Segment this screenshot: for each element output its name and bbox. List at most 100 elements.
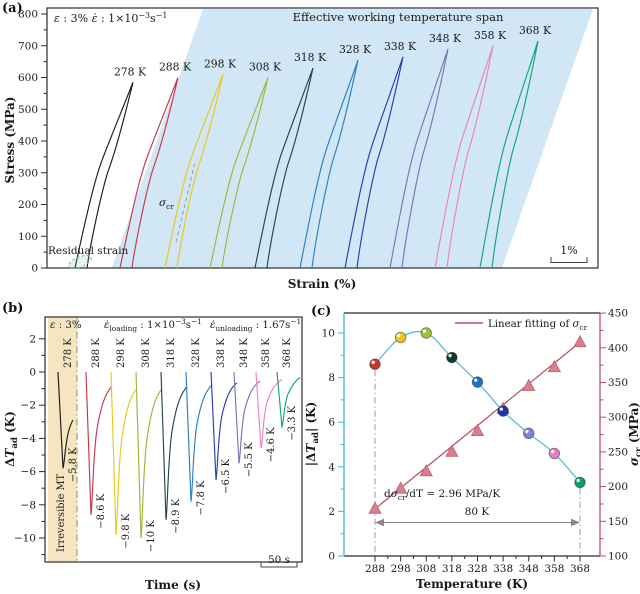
sigma-cr-point-318k <box>445 444 459 457</box>
min-label-318k: −8.9 K <box>171 498 182 533</box>
temp-label-288k: 288 K <box>91 338 102 368</box>
min-label-368k: −3.3 K <box>287 405 298 440</box>
temperature-time-curves: 278 K −5.8 K 288 K −8.6 K 298 K −9.8 K 308 K −1… <box>57 338 301 552</box>
panel-b-temperature-time-chart: 2 0 −2 −4 −6 −8 −10 278 K −5.8 K 288 K −8.6 K 298 K… <box>3 316 303 592</box>
delta-t-trend-curve <box>374 330 581 483</box>
y-tick-label: 800 <box>18 9 38 21</box>
svg-text:318: 318 <box>442 563 462 575</box>
legend-label: Linear fitting of σcr <box>488 319 588 332</box>
stress-strain-loops: 278 K 288 K 298 K 308 K 318 K 328 K 338 K 348 K… <box>74 24 552 269</box>
svg-text:10: 10 <box>322 328 335 340</box>
svg-text:350: 350 <box>608 377 628 389</box>
temp-label-348k: 348 K <box>429 32 462 45</box>
span-annotation: 80 K <box>465 506 490 518</box>
panel-a-frame <box>46 7 599 269</box>
sigma-cr-point-328k <box>470 423 485 436</box>
delta-t-point-358k <box>548 447 561 460</box>
loop-298k <box>164 74 224 269</box>
curve-288k <box>85 371 113 515</box>
curve-368k <box>276 371 301 429</box>
panel-b-conditions-0: ε : 3% <box>50 320 82 331</box>
min-label-298k: −9.8 K <box>121 513 132 548</box>
curve-338k <box>210 371 238 481</box>
time-axis-title: Time (s) <box>145 578 201 592</box>
y-tick-label: −6 <box>21 466 37 478</box>
y-tick-label: 600 <box>18 72 38 84</box>
min-label-358k: −4.6 K <box>266 427 277 462</box>
curve-328k <box>185 371 213 502</box>
y-tick-label: 500 <box>18 104 38 116</box>
delta-t-point-308k <box>420 327 432 339</box>
temperature-axis-title: Temperature (K) <box>416 577 528 591</box>
panel-a-y-axis: 0 100 200 300 400 500 600 700 800 <box>18 9 47 275</box>
temp-label-318k: 318 K <box>294 51 327 64</box>
span-title: Effective working temperature span <box>293 10 504 24</box>
panel-a-conditions: ε : 3% ε̇ : 1×10−3s−1 <box>54 11 167 25</box>
delta-t-point-368k <box>574 476 586 489</box>
sigma-cr-point-308k <box>419 463 433 477</box>
x-axis-ticks: 288 298 308 318 328 338 348 358 368 <box>365 556 590 575</box>
y-tick-label: 100 <box>18 231 38 243</box>
y-tick-label: 200 <box>18 199 38 211</box>
panel-b-label: (b) <box>2 301 24 316</box>
curve-298k <box>110 371 138 535</box>
temp-label-348k: 348 K <box>239 338 250 368</box>
temp-label-278k: 278 K <box>63 338 74 368</box>
delta-t-point-288k <box>369 358 381 370</box>
svg-text:450: 450 <box>608 308 628 320</box>
temp-label-358k: 358 K <box>474 29 507 42</box>
sigma-cr-point-288k <box>368 501 382 514</box>
y-tick-label: −4 <box>21 433 37 445</box>
y-tick-label: −10 <box>14 533 36 545</box>
temp-label-278k: 278 K <box>114 65 147 78</box>
svg-text:288: 288 <box>365 563 385 575</box>
irreversible-mt-label: Irreversible MT <box>56 473 67 552</box>
y-tick-label: −8 <box>21 499 36 511</box>
strain-axis-title: Strain (%) <box>288 277 357 291</box>
svg-text:2: 2 <box>328 506 335 518</box>
temp-label-318k: 318 K <box>166 338 177 368</box>
svg-text:400: 400 <box>608 342 628 354</box>
sigma-cr-point-298k <box>393 481 408 494</box>
right-axis-ticks: 100 150 200 250 300 350 400 450 <box>600 308 628 563</box>
temp-label-338k: 338 K <box>216 338 227 368</box>
svg-text:4: 4 <box>328 461 335 473</box>
panel-b-conditions-2: ε̇unloading : 1.67s−1 <box>210 317 301 333</box>
strain-scalebar-bracket <box>550 257 588 263</box>
min-label-288k: −8.6 K <box>96 493 107 528</box>
svg-text:150: 150 <box>608 516 628 528</box>
svg-text:338: 338 <box>493 563 513 575</box>
loop-308k <box>209 77 269 269</box>
svg-text:200: 200 <box>608 481 628 493</box>
irreversible-mt-band <box>48 317 77 562</box>
temp-label-368k: 368 K <box>282 338 293 368</box>
y-tick-label: 300 <box>18 167 38 179</box>
svg-text:100: 100 <box>608 551 628 563</box>
delta-t-point-318k <box>446 351 458 364</box>
min-label-278k: −5.8 K <box>68 447 79 482</box>
min-label-308k: −10 K <box>146 520 157 552</box>
panel-a-label: (a) <box>2 1 23 16</box>
delta-t-point-338k <box>497 405 509 417</box>
time-scalebar-label: 50 s <box>268 554 290 566</box>
svg-text:348: 348 <box>519 563 539 575</box>
temp-label-368k: 368 K <box>519 24 552 37</box>
y-tick-label: 400 <box>18 136 38 148</box>
sigma-cr-axis-title: σcr (MPa) <box>627 402 640 466</box>
panel-b-y-axis: 2 0 −2 −4 −6 −8 −10 <box>14 333 45 556</box>
left-axis-ticks: 0 2 4 6 8 10 <box>322 328 344 563</box>
min-label-328k: −7.8 K <box>196 480 207 515</box>
effective-span-region <box>112 9 593 268</box>
slope-annotation: dσcr/dT = 2.96 MPa/K <box>384 488 500 502</box>
svg-text:298: 298 <box>391 563 411 575</box>
curve-358k <box>255 371 283 449</box>
temp-label-298k: 298 K <box>204 57 237 70</box>
residual-strain-ellipse <box>68 255 92 269</box>
loop-348k <box>389 48 449 269</box>
stress-axis-title: Stress (MPa) <box>3 97 17 184</box>
panel-c-label: (c) <box>311 304 332 319</box>
delta-t-point-328k <box>471 376 484 388</box>
temp-label-328k: 328 K <box>339 43 372 56</box>
svg-text:328: 328 <box>467 563 487 575</box>
